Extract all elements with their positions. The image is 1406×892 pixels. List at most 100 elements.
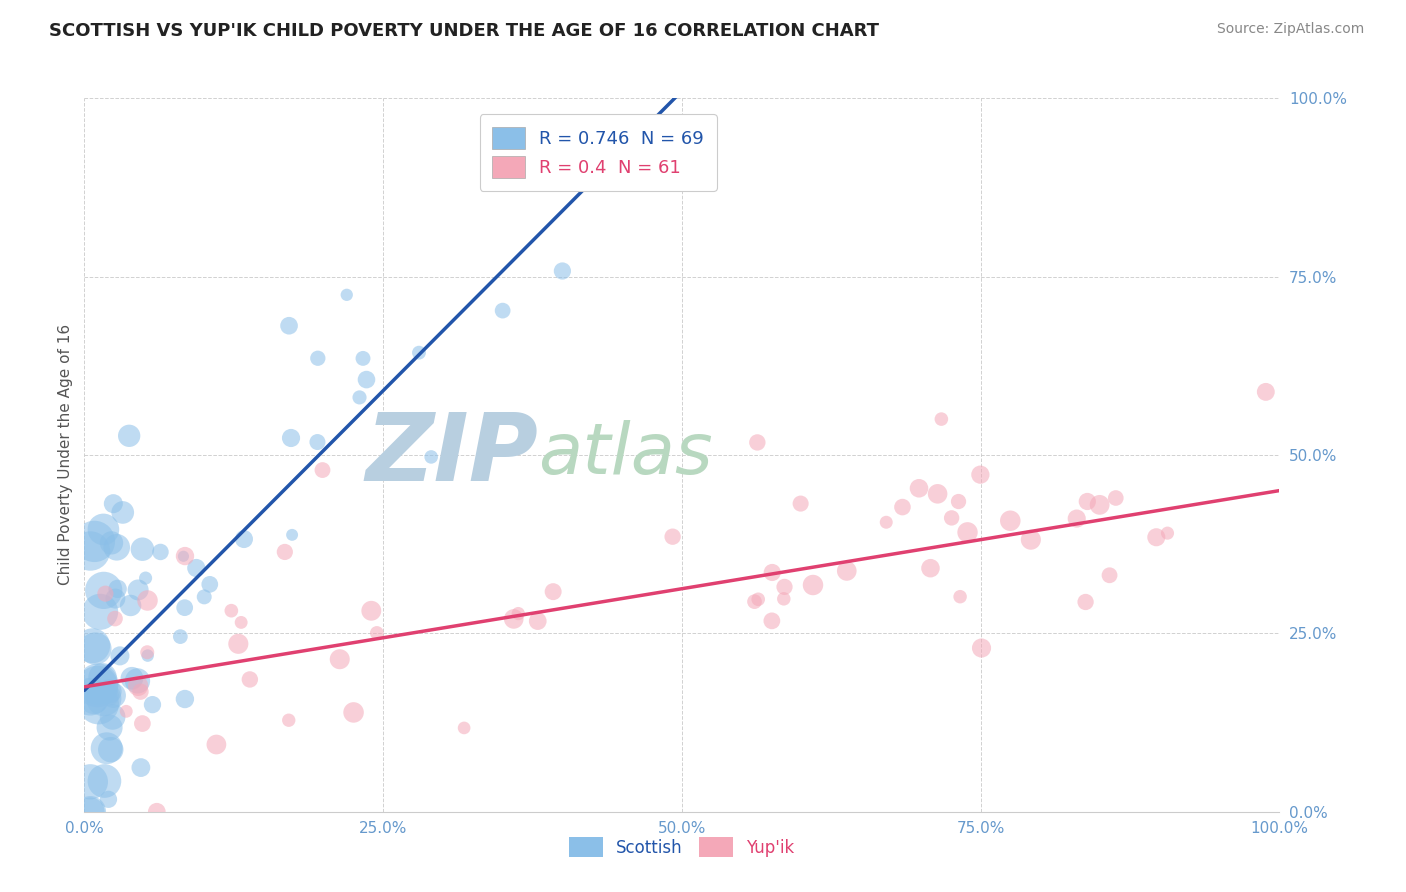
Point	[744, 594, 766, 608]
Point	[97, 792, 120, 806]
Point	[636, 156, 658, 170]
Point	[747, 435, 769, 450]
Point	[115, 704, 138, 718]
Point	[83, 534, 105, 549]
Point	[356, 373, 378, 387]
Point	[1105, 491, 1128, 505]
Point	[79, 774, 101, 789]
Point	[98, 721, 121, 735]
Point	[280, 431, 302, 445]
Point	[146, 805, 169, 819]
Point	[336, 288, 359, 302]
Legend: Scottish, Yup'ik: Scottish, Yup'ik	[562, 830, 801, 864]
Point	[84, 641, 107, 656]
Point	[107, 582, 129, 596]
Point	[100, 742, 122, 756]
Text: Source: ZipAtlas.com: Source: ZipAtlas.com	[1216, 22, 1364, 37]
Point	[453, 721, 475, 735]
Point	[835, 564, 858, 578]
Text: ZIP: ZIP	[366, 409, 538, 501]
Point	[108, 648, 131, 663]
Point	[172, 549, 194, 564]
Point	[956, 525, 979, 540]
Point	[329, 652, 352, 666]
Point	[526, 614, 548, 628]
Point	[82, 639, 104, 653]
Point	[205, 738, 228, 752]
Point	[761, 566, 783, 580]
Point	[100, 536, 122, 550]
Point	[1254, 384, 1277, 399]
Point	[1144, 530, 1167, 544]
Point	[86, 680, 108, 694]
Text: SCOTTISH VS YUP'IK CHILD POVERTY UNDER THE AGE OF 16 CORRELATION CHART: SCOTTISH VS YUP'IK CHILD POVERTY UNDER T…	[49, 22, 879, 40]
Point	[420, 450, 443, 464]
Point	[118, 429, 141, 443]
Point	[274, 545, 297, 559]
Point	[1076, 494, 1098, 508]
Point	[408, 345, 430, 359]
Point	[87, 677, 110, 691]
Point	[91, 670, 114, 684]
Point	[136, 645, 159, 659]
Point	[352, 351, 374, 366]
Point	[103, 689, 125, 703]
Point	[141, 698, 163, 712]
Y-axis label: Child Poverty Under the Age of 16: Child Poverty Under the Age of 16	[58, 325, 73, 585]
Point	[349, 391, 371, 405]
Point	[104, 591, 127, 606]
Point	[948, 494, 970, 508]
Point	[198, 577, 221, 591]
Point	[1233, 77, 1256, 91]
Point	[671, 162, 693, 177]
Point	[79, 805, 101, 819]
Point	[492, 303, 515, 318]
Point	[1019, 533, 1042, 547]
Point	[970, 640, 993, 655]
Point	[661, 530, 683, 544]
Point	[969, 467, 991, 482]
Point	[169, 630, 191, 644]
Point	[79, 805, 101, 819]
Point	[98, 684, 121, 698]
Point	[342, 706, 364, 720]
Point	[127, 582, 149, 597]
Point	[173, 600, 195, 615]
Point	[228, 637, 250, 651]
Point	[79, 690, 101, 704]
Point	[949, 590, 972, 604]
Point	[193, 590, 215, 604]
Point	[612, 77, 634, 91]
Point	[83, 692, 105, 706]
Point	[127, 673, 149, 688]
Point	[941, 511, 963, 525]
Point	[135, 571, 157, 585]
Point	[149, 545, 172, 559]
Point	[761, 614, 783, 628]
Point	[129, 761, 152, 775]
Point	[1088, 498, 1111, 512]
Point	[89, 605, 111, 619]
Point	[104, 611, 127, 625]
Point	[931, 412, 953, 426]
Point	[875, 515, 897, 529]
Point	[96, 741, 118, 756]
Point	[131, 542, 153, 557]
Point	[186, 561, 208, 575]
Point	[307, 435, 329, 450]
Point	[773, 580, 796, 594]
Point	[1074, 595, 1097, 609]
Point	[79, 544, 101, 558]
Point	[174, 549, 197, 563]
Point	[93, 691, 115, 706]
Point	[233, 532, 256, 546]
Point	[747, 592, 769, 607]
Point	[920, 561, 942, 575]
Point	[891, 500, 914, 514]
Point	[1000, 514, 1022, 528]
Point	[239, 673, 262, 687]
Point	[103, 497, 125, 511]
Point	[120, 599, 142, 613]
Point	[502, 612, 524, 626]
Point	[541, 584, 564, 599]
